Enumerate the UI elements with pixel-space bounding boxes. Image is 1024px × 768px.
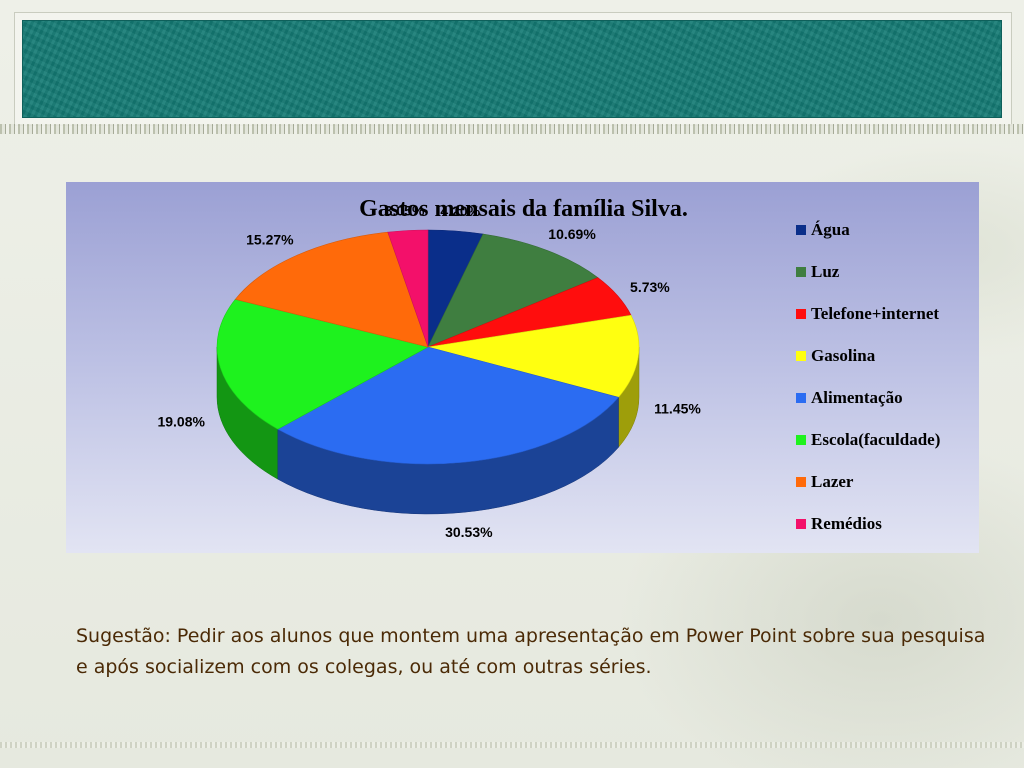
legend-item-agua: Água (796, 216, 976, 258)
pie-chart-plot: 4.20% 10.69% 5.73% 11.45% 30.53% 19.08% 15.27%… (157, 203, 701, 540)
legend-label: Lazer (811, 472, 854, 491)
legend-swatch (796, 267, 806, 277)
pie-slice-remedios (387, 229, 429, 348)
data-label-luz: 10.69% (548, 226, 596, 242)
data-label-agua: 4.20% (440, 203, 480, 219)
data-label-telefone-internet: 5.73% (630, 279, 670, 295)
pie-slice-escola-faculdade (216, 298, 429, 430)
pie-slice-alimentacao (277, 346, 620, 465)
pie-slice-gasolina (427, 314, 640, 398)
legend-label: Gasolina (811, 346, 876, 365)
legend-label: Escola(faculdade) (811, 430, 941, 449)
legend-item-luz: Luz (796, 258, 976, 300)
suggestion-caption: Sugestão: Pedir aos alunos que montem um… (76, 625, 986, 678)
legend-swatch (796, 225, 806, 235)
legend-swatch (796, 435, 806, 445)
legend-item-gasolina: Gasolina (796, 342, 976, 384)
pie-slice-lazer (234, 231, 429, 348)
legend-swatch (796, 393, 806, 403)
legend-label: Telefone+internet (811, 304, 940, 323)
chart-title: Gastos mensais da família Silva. (359, 196, 688, 222)
legend-label: Remédios (811, 514, 882, 533)
legend-swatch (796, 309, 806, 319)
footer-decorative-border (0, 742, 1024, 748)
data-label-escola-faculdade: 19.08% (157, 413, 205, 429)
legend-item-lazer: Lazer (796, 468, 976, 510)
legend-swatch (796, 351, 806, 361)
data-label-remedios: 3.05% (385, 203, 425, 219)
legend-label: Luz (811, 262, 840, 281)
header-decorative-border (0, 124, 1024, 134)
legend-item-alimentacao: Alimentação (796, 384, 976, 426)
legend-swatch (796, 477, 806, 487)
legend-label: Alimentação (811, 388, 903, 407)
header-banner (22, 20, 1002, 118)
legend-item-escola-faculdade: Escola(faculdade) (796, 426, 976, 468)
pie-slice-luz (427, 233, 599, 348)
chart-legend: Água Luz Telefone+internet Gasolina Alimenta… (796, 216, 976, 552)
data-label-alimentacao: 30.53% (445, 524, 493, 540)
legend-label: Água (811, 220, 850, 239)
legend-item-remedios: Remédios (796, 510, 976, 552)
data-label-lazer: 15.27% (246, 232, 294, 248)
legend-item-telefone-internet: Telefone+internet (796, 300, 976, 342)
legend-swatch (796, 519, 806, 529)
data-label-gasolina: 11.45% (654, 401, 701, 417)
pie-chart: 4.20% 10.69% 5.73% 11.45% 30.53% 19.08% 15.27%… (66, 182, 979, 553)
